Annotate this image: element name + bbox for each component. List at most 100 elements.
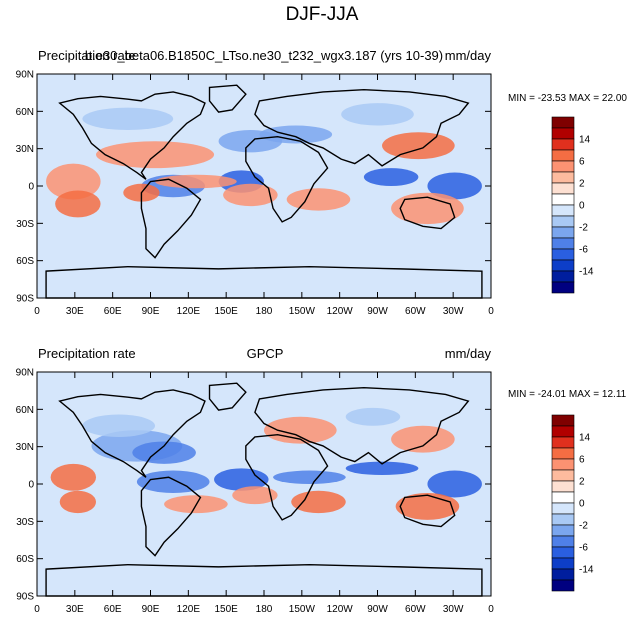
precip-region <box>382 132 455 160</box>
lat-label: 60N <box>16 405 34 416</box>
lat-label: 60S <box>16 554 34 565</box>
lon-label: 60W <box>405 306 426 317</box>
precip-region <box>50 463 97 491</box>
colorbar-label: -2 <box>579 521 588 532</box>
panel2-minmax: MIN = -24.01 MAX = 12.11 <box>508 389 627 400</box>
colorbar-swatch <box>551 226 575 239</box>
coastline <box>400 197 454 228</box>
coastline <box>60 92 205 179</box>
panel2-obs-label: GPCP <box>246 346 284 361</box>
lon-label: 30E <box>66 604 84 615</box>
coastline <box>400 495 454 526</box>
precip-region <box>345 407 401 426</box>
coastlines <box>46 383 482 596</box>
colorbar-swatch <box>551 579 575 592</box>
lon-label: 0 <box>34 306 40 317</box>
panel1-left-label: Precipitation rate <box>38 48 136 63</box>
colorbar-label: 6 <box>579 157 585 168</box>
colorbar-swatch <box>551 436 575 449</box>
colorbar-swatch <box>551 480 575 493</box>
colorbar-swatch <box>551 458 575 471</box>
colorbar-label: -6 <box>579 245 588 256</box>
lon-label: 0 <box>34 604 40 615</box>
colorbar-swatch <box>551 425 575 438</box>
precip-region <box>427 172 482 200</box>
precip-region <box>345 461 419 476</box>
colorbar-swatch <box>551 149 575 162</box>
colorbar-label: 2 <box>579 179 585 190</box>
colorbar-swatch <box>551 270 575 283</box>
lon-label: 120W <box>327 604 354 615</box>
coastline <box>255 388 468 464</box>
coastline <box>141 477 200 555</box>
lon-label: 120E <box>177 306 201 317</box>
map-panel-1: 0 30E 60E 90E 120E 150E 180 150W 120W 90W 60W 30W 09… <box>16 70 495 318</box>
lat-label: 30S <box>16 517 34 528</box>
colorbar-2: 14 6 2 0 -2 -6 -14 <box>551 414 594 592</box>
precip-region <box>82 414 156 437</box>
lon-label: 0 <box>488 306 494 317</box>
lon-label: 180 <box>256 604 273 615</box>
colorbar-label: 6 <box>579 455 585 466</box>
precip-region <box>286 188 351 211</box>
lat-label: 60N <box>16 107 34 118</box>
lon-label: 120E <box>177 604 201 615</box>
colorbar-label: 0 <box>579 201 585 212</box>
precip-region <box>232 486 278 505</box>
lat-label: 0 <box>28 182 34 193</box>
precip-region <box>259 125 333 144</box>
panel1-minmax: MIN = -23.53 MAX = 22.00 <box>508 93 627 104</box>
precip-field <box>50 407 482 520</box>
lon-label: 30W <box>443 604 464 615</box>
colorbar-label: 0 <box>579 499 585 510</box>
precip-region <box>223 183 278 207</box>
colorbar-swatch <box>551 568 575 581</box>
precip-region <box>341 103 414 126</box>
lon-label: 150E <box>214 604 238 615</box>
precip-region <box>82 107 174 130</box>
lon-label: 60E <box>104 604 122 615</box>
precip-region <box>155 174 237 189</box>
colorbar-swatch <box>551 546 575 559</box>
lon-label: 150W <box>289 604 316 615</box>
lon-label: 90E <box>142 306 160 317</box>
panel2-left-label: Precipitation rate <box>38 346 136 361</box>
lon-label: 150W <box>289 306 316 317</box>
panel2-units-label: mm/day <box>444 346 491 361</box>
precip-region <box>427 470 482 498</box>
precip-region <box>136 470 210 493</box>
precip-region <box>59 490 97 514</box>
colorbar-label: 14 <box>579 433 591 444</box>
lat-label: 60S <box>16 256 34 267</box>
colorbar-swatch <box>551 414 575 427</box>
precip-region <box>264 416 337 444</box>
colorbar-swatch <box>551 138 575 151</box>
lon-label: 0 <box>488 604 494 615</box>
precip-region <box>391 425 455 453</box>
panel1-case-label: b.e30_beta06.B1850C_LTso.ne30_t232_wgx3.… <box>84 48 444 63</box>
coastline <box>60 390 205 477</box>
precip-region <box>132 441 196 464</box>
colorbar-swatch <box>551 469 575 482</box>
panel1-units-label: mm/day <box>444 48 491 63</box>
figure-title: DJF-JJA <box>285 4 359 25</box>
lat-label: 30S <box>16 219 34 230</box>
lat-label: 90S <box>16 294 34 305</box>
colorbar-swatch <box>551 215 575 228</box>
coastline <box>246 435 328 520</box>
colorbar-swatch <box>551 447 575 460</box>
colorbar-swatch <box>551 193 575 206</box>
colorbar-label: -14 <box>579 565 594 576</box>
lat-label: 30N <box>16 442 34 453</box>
lon-label: 120W <box>327 306 354 317</box>
lat-label: 90N <box>16 368 34 379</box>
lon-label: 90E <box>142 604 160 615</box>
coastline <box>141 179 200 257</box>
colorbar-swatch <box>551 171 575 184</box>
lon-label: 180 <box>256 306 273 317</box>
colorbar-swatch <box>551 248 575 261</box>
colorbar-swatch <box>551 237 575 250</box>
coastline <box>255 90 468 166</box>
precip-region <box>391 192 464 225</box>
